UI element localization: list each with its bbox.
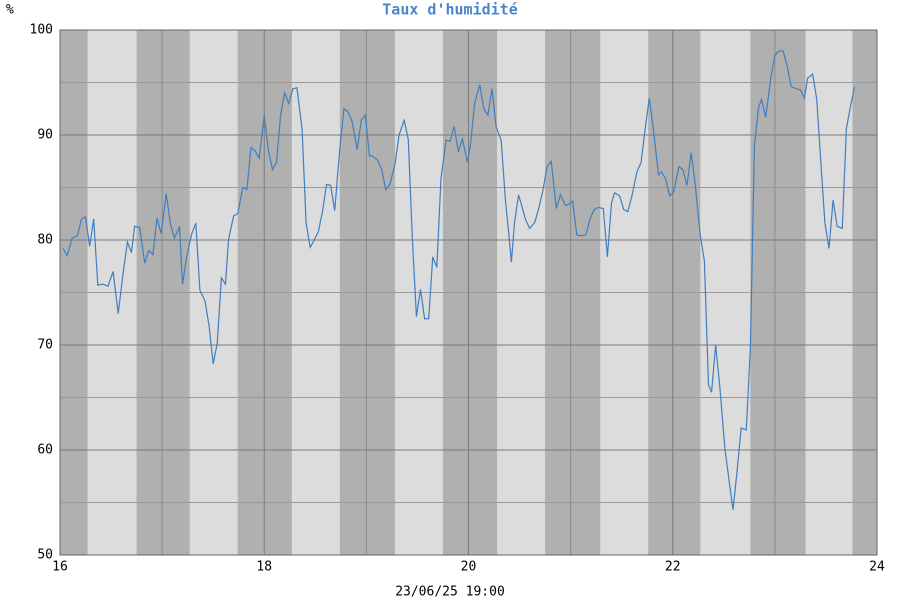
- x-tick-label: 22: [665, 560, 681, 575]
- y-tick-label: 100: [30, 23, 53, 38]
- plot-frame: [59, 29, 878, 556]
- chart-title: Taux d'humidité: [382, 1, 517, 19]
- x-tick-label: 18: [256, 560, 272, 575]
- y-tick-label: 70: [37, 338, 53, 353]
- y-tick-label: 80: [37, 233, 53, 248]
- y-tick-label: 90: [37, 128, 53, 143]
- x-tick-label: 24: [869, 560, 885, 575]
- y-tick-label: 50: [37, 548, 53, 563]
- humidity-line: [62, 50, 856, 510]
- x-axis-label: 23/06/25 19:00: [395, 585, 505, 600]
- y-axis-label: %: [6, 3, 14, 18]
- x-tick-label: 20: [461, 560, 477, 575]
- y-tick-label: 60: [37, 443, 53, 458]
- x-tick-label: 16: [52, 560, 68, 575]
